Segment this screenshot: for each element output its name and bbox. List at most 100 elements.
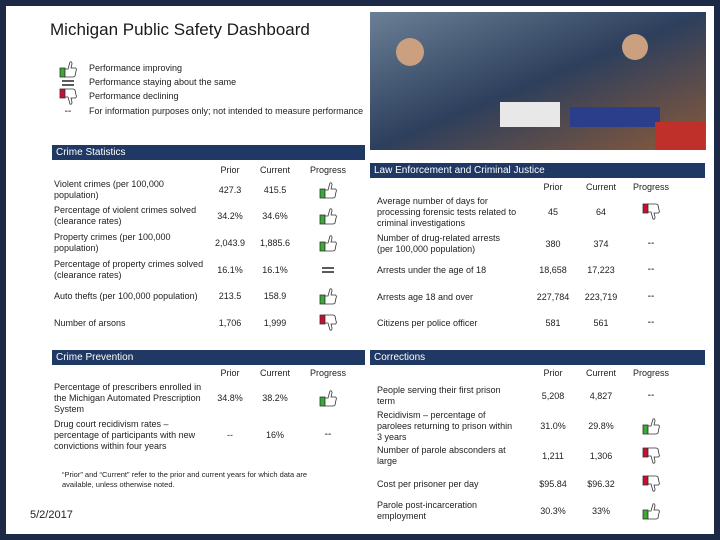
row-label: Recidivism – percentage of parolees retu… [377,409,513,442]
legend-text: Performance staying about the same [89,77,237,87]
progress-icon [642,203,660,221]
prior-value: -- [227,430,233,440]
current-value: 374 [593,239,609,249]
footnote: “Prior” and “Current” refer to the prior… [62,470,308,489]
current-value: 17,223 [587,265,615,275]
prior-value: 30.3% [540,506,566,516]
progress-icon: -- [647,291,655,302]
column-header: Prior [543,182,563,192]
legend-text: Performance declining [89,91,179,101]
prior-value: 380 [545,239,561,249]
current-value: 158.9 [263,291,287,301]
row-label: Citizens per police officer [377,317,478,328]
prior-value: 18,658 [539,265,567,275]
row-label: Number of parole absconders at large [377,445,506,466]
current-value: 561 [593,318,609,328]
progress-icon [319,207,337,225]
column-header: Current [259,165,291,175]
column-header: Current [585,182,617,192]
current-value: 16% [265,430,285,440]
prior-value: 2,043.9 [214,238,246,248]
prior-value: 31.0% [540,421,566,431]
current-value: 38.2% [262,393,288,403]
progress-icon: -- [647,264,655,275]
progress-icon [642,417,660,435]
column-header: Progress [309,165,347,175]
progress-icon [59,74,77,92]
legend-text: Performance improving [89,63,183,73]
progress-icon: -- [64,106,72,117]
row-label: Parole post-incarceration employment [377,500,478,521]
title: Michigan Public Safety Dashboard [50,20,310,39]
date: 5/2/2017 [30,509,73,521]
column-header: Progress [632,368,670,378]
row-label: Cost per prisoner per day [377,478,479,489]
prior-value: 581 [545,318,561,328]
row-label: Average number of days for processing fo… [377,195,517,228]
section-header: Crime Prevention [52,350,365,365]
current-value: 223,719 [584,292,618,302]
progress-icon [642,475,660,493]
progress-icon [319,234,337,252]
prior-value: 16.1% [217,265,243,275]
column-header: Current [259,368,291,378]
progress-icon [319,389,337,407]
section-header: Law Enforcement and Criminal Justice [370,163,705,178]
prior-value: 227,784 [536,292,570,302]
progress-icon [319,314,337,332]
progress-icon [59,60,77,78]
current-value: 1,885.6 [259,238,291,248]
column-header: Progress [309,368,347,378]
row-label: Percentage of violent crimes solved (cle… [54,205,197,226]
row-label: Property crimes (per 100,000 population) [54,232,171,253]
row-label: Drug court recidivism rates – percentage… [54,418,196,451]
row-label: Arrests age 18 and over [377,291,474,302]
progress-icon [642,502,660,520]
progress-icon [319,261,337,279]
current-value: 64 [595,207,607,217]
current-value: 4,827 [589,391,613,401]
row-label: Arrests under the age of 18 [377,264,487,275]
section-header: Crime Statistics [52,145,365,160]
row-label: Auto thefts (per 100,000 population) [54,290,198,301]
section-header: Corrections [370,350,705,365]
progress-icon [319,181,337,199]
row-label: Percentage of prescribers enrolled in th… [54,381,202,414]
row-label: Violent crimes (per 100,000 population) [54,179,164,200]
progress-icon: -- [647,238,655,249]
progress-icon: -- [647,390,655,401]
row-label: Number of arsons [54,317,126,328]
progress-icon [319,287,337,305]
photo-collage [370,12,706,150]
column-header: Progress [632,182,670,192]
prior-value: 427.3 [218,185,242,195]
legend-text: For information purposes only; not inten… [89,106,364,116]
progress-icon: -- [324,429,332,440]
current-value: 33% [591,506,611,516]
prior-value: 1,706 [218,318,242,328]
current-value: 34.6% [262,211,288,221]
column-header: Current [585,368,617,378]
prior-value: 45 [547,207,559,217]
progress-icon [642,447,660,465]
row-label: People serving their first prison term [377,385,501,406]
current-value: 29.8% [588,421,614,431]
current-value: $96.32 [587,479,615,489]
column-header: Prior [543,368,563,378]
prior-value: $95.84 [539,479,567,489]
progress-icon [59,88,77,106]
row-label: Number of drug-related arrests (per 100,… [377,233,501,254]
prior-value: 213.5 [218,291,242,301]
prior-value: 1,211 [542,451,564,461]
column-header: Prior [220,368,240,378]
column-header: Prior [220,165,240,175]
current-value: 1,999 [263,318,287,328]
progress-icon: -- [647,317,655,328]
row-label: Percentage of property crimes solved (cl… [54,259,204,280]
current-value: 16.1% [262,265,288,275]
current-value: 1,306 [589,451,613,461]
prior-value: 34.8% [217,393,243,403]
prior-value: 34.2% [217,211,243,221]
prior-value: 5,208 [541,391,565,401]
